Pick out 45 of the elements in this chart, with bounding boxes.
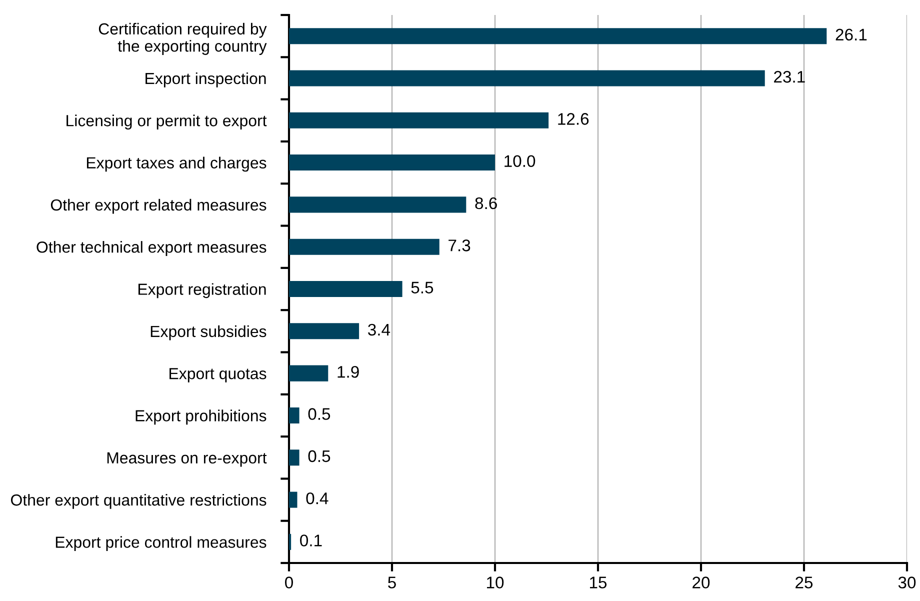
y-tick-label: Certification required by the exporting country bbox=[98, 22, 267, 55]
bar bbox=[289, 492, 298, 508]
y-tick-label: Export prohibitions bbox=[136, 410, 266, 425]
bar bbox=[289, 238, 440, 255]
bar bbox=[289, 28, 827, 44]
x-tick-label: 30 bbox=[898, 576, 916, 588]
data-label: 23.1 bbox=[774, 70, 805, 83]
data-label: 12.6 bbox=[558, 113, 589, 125]
x-tick-label: 0 bbox=[285, 576, 293, 588]
bar bbox=[289, 365, 328, 382]
x-tick-label: 10 bbox=[487, 576, 504, 588]
data-label: 0.5 bbox=[308, 450, 330, 462]
bar bbox=[289, 280, 402, 298]
data-label: 5.5 bbox=[411, 282, 434, 294]
bar bbox=[289, 154, 495, 171]
bar bbox=[289, 407, 300, 424]
x-tick-label: 20 bbox=[692, 576, 710, 588]
bar bbox=[289, 323, 360, 340]
y-tick-label: Export inspection bbox=[146, 72, 266, 88]
x-tick-label: 5 bbox=[388, 576, 396, 588]
data-label: 1.9 bbox=[338, 366, 359, 378]
y-tick-label: Export price control measures bbox=[56, 536, 266, 552]
bar bbox=[289, 70, 765, 86]
y-tick-label: Export registration bbox=[138, 283, 266, 298]
data-label: 0.5 bbox=[308, 408, 330, 420]
data-label: 0.4 bbox=[306, 492, 328, 504]
y-tick-label: Export subsidies bbox=[150, 325, 266, 340]
bar bbox=[289, 450, 300, 466]
y-tick-label: Export quotas bbox=[170, 368, 266, 382]
y-tick-label: Other technical export measures bbox=[36, 241, 266, 256]
data-label: 3.4 bbox=[368, 324, 390, 336]
y-tick-label: Measures on re-export bbox=[107, 452, 267, 467]
bar bbox=[289, 112, 549, 128]
data-label: 8.6 bbox=[475, 197, 497, 210]
bar bbox=[289, 196, 466, 213]
data-label: 10.0 bbox=[504, 155, 536, 168]
data-label: 0.1 bbox=[300, 534, 322, 546]
y-tick-label: Other export quantitative restrictions bbox=[10, 494, 266, 509]
x-tick-label: 25 bbox=[796, 576, 813, 588]
y-tick-label: Export taxes and charges bbox=[86, 156, 266, 172]
y-tick-label: Other export related measures bbox=[50, 198, 266, 214]
data-label: 7.3 bbox=[448, 240, 470, 252]
x-tick-label: 15 bbox=[590, 576, 607, 588]
data-label: 26.1 bbox=[836, 28, 867, 41]
y-tick-label: Licensing or permit to export bbox=[66, 114, 267, 130]
